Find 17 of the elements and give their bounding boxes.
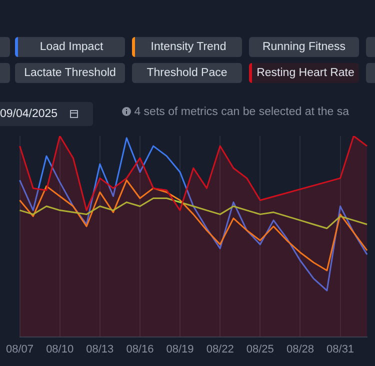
x-tick-label: 08/28 — [286, 343, 314, 356]
x-tick-label: 08/10 — [46, 343, 74, 356]
legend-label: Resting Heart Rate — [249, 63, 359, 83]
legend-label: Intensity Trend — [132, 37, 242, 57]
legend-label: Load Impact — [15, 37, 125, 57]
text: Running Fitness — [249, 37, 359, 57]
text: Threshold Pace — [132, 63, 242, 83]
text: 4 sets of metrics can be selected at the sa — [134, 106, 349, 118]
x-tick-label: 08/13 — [86, 343, 114, 356]
x-tick-label: 08/07 — [6, 343, 34, 356]
x-tick-label: 08/25 — [246, 343, 274, 356]
x-tick-label: 08/19 — [166, 343, 194, 356]
text: 09/04/2025 — [0, 108, 58, 120]
x-tick-label: 08/16 — [126, 343, 154, 356]
x-tick-label: 08/22 — [206, 343, 234, 356]
text: Lactate Threshold — [15, 63, 125, 83]
x-tick-label: 08/31 — [326, 343, 354, 356]
